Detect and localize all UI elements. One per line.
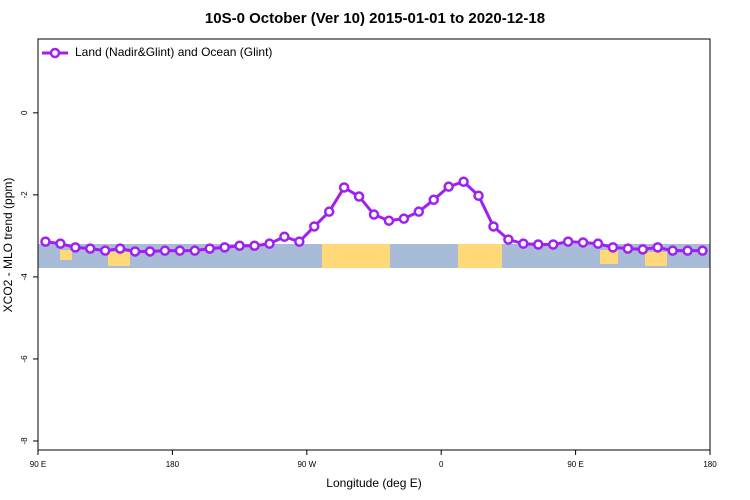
data-point xyxy=(383,215,395,226)
data-point xyxy=(144,246,156,257)
data-point xyxy=(129,246,141,257)
data-point xyxy=(353,191,365,202)
data-point xyxy=(682,245,693,256)
legend-marker xyxy=(49,47,61,59)
data-point xyxy=(592,238,604,249)
data-point xyxy=(488,221,499,232)
data-point xyxy=(697,245,708,256)
data-point xyxy=(547,239,559,250)
x-tick-label: 180 xyxy=(703,460,717,469)
x-tick-label: 0 xyxy=(439,460,444,469)
data-point xyxy=(577,237,589,248)
y-tick-label: -6 xyxy=(20,355,29,363)
y-tick-label: -2 xyxy=(20,191,29,199)
data-point xyxy=(622,243,634,254)
data-point xyxy=(40,236,51,247)
data-point xyxy=(398,213,410,224)
data-point xyxy=(667,245,678,256)
y-tick-label: -8 xyxy=(20,437,29,445)
data-point xyxy=(637,244,649,255)
data-point xyxy=(234,240,245,251)
data-point xyxy=(249,240,260,251)
data-point xyxy=(55,238,66,249)
data-point xyxy=(189,245,201,256)
data-point xyxy=(114,243,126,254)
data-point xyxy=(652,242,663,253)
data-point xyxy=(607,242,619,253)
land-patch xyxy=(60,250,72,260)
data-point xyxy=(85,243,96,254)
data-point xyxy=(338,182,350,193)
land-patch xyxy=(645,252,667,266)
land-patch xyxy=(458,244,502,268)
plot-frame xyxy=(37,38,711,451)
data-point xyxy=(443,181,454,192)
data-point xyxy=(159,245,171,256)
data-point xyxy=(533,239,544,250)
land-patch xyxy=(600,250,618,264)
data-point xyxy=(309,221,320,232)
x-tick-label: 90 E xyxy=(30,460,46,469)
land-patch xyxy=(108,252,130,266)
data-point xyxy=(70,242,81,253)
x-tick-label: 90 E xyxy=(567,460,583,469)
x-axis-label: Longitude (deg E) xyxy=(326,476,421,490)
y-tick-label: 0 xyxy=(20,110,29,115)
legend-label: Land (Nadir&Glint) and Ocean (Glint) xyxy=(75,45,272,59)
x-tick-label: 90 W xyxy=(297,460,316,469)
data-point xyxy=(473,190,484,201)
data-point xyxy=(562,236,574,247)
data-point xyxy=(428,194,439,206)
data-point xyxy=(219,242,230,253)
chart-title: 10S-0 October (Ver 10) 2015-01-01 to 202… xyxy=(205,10,545,27)
data-point xyxy=(174,245,186,256)
data-point xyxy=(518,238,529,249)
y-tick-label: -4 xyxy=(20,273,29,281)
data-point xyxy=(99,245,111,256)
data-point xyxy=(323,206,335,217)
data-point xyxy=(503,234,514,245)
data-point xyxy=(279,231,290,242)
data-point xyxy=(458,176,469,187)
data-point xyxy=(413,206,425,217)
y-axis-label: XCO2 - MLO trend (ppm) xyxy=(1,178,15,313)
x-tick-label: 180 xyxy=(166,460,180,469)
land-patch xyxy=(322,244,390,268)
data-point xyxy=(264,238,275,249)
data-point xyxy=(294,236,305,247)
data-point xyxy=(204,243,215,254)
data-point xyxy=(368,209,380,220)
